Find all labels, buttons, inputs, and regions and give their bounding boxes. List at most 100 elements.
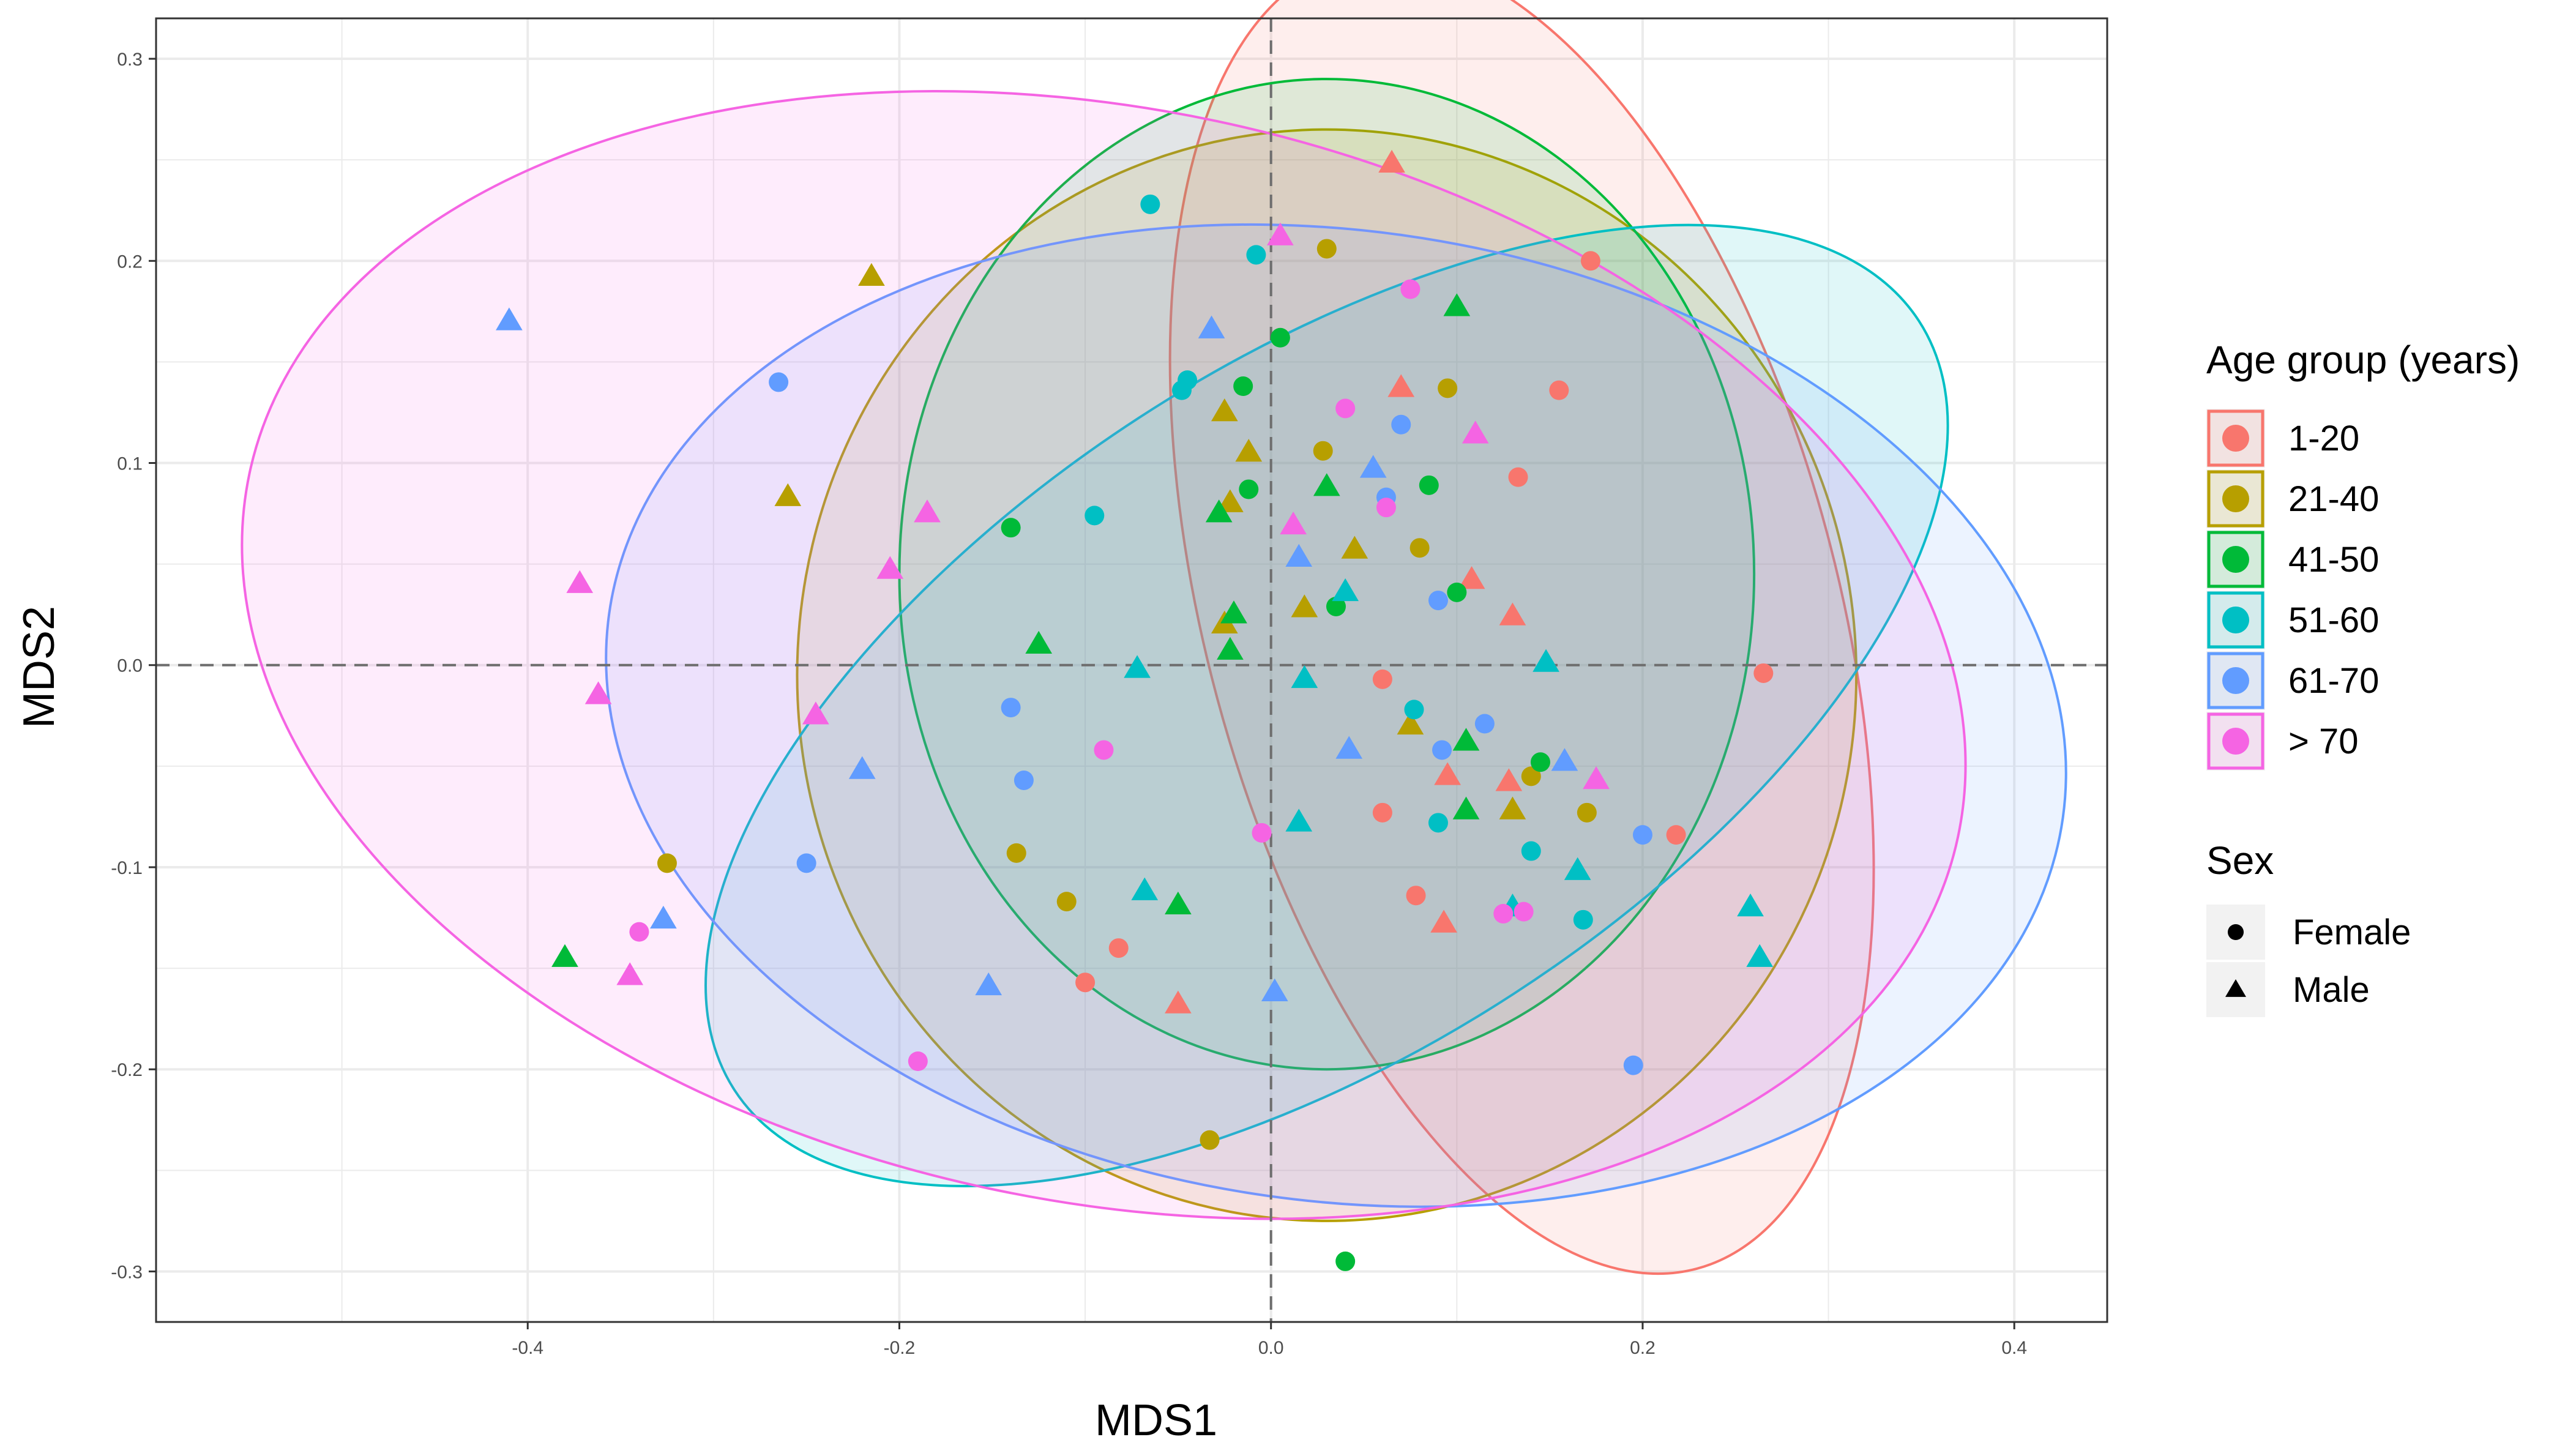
point-female-over-70: [1252, 823, 1272, 843]
legend-dot-61-70: [2222, 667, 2249, 694]
point-female-51-60: [1085, 506, 1105, 526]
point-male-1-20: [1387, 374, 1415, 397]
point-female-1-20: [1075, 973, 1096, 993]
point-male-51-60: [1291, 665, 1318, 689]
point-male-41-50: [1452, 796, 1480, 819]
legend-key-over-70: [2207, 712, 2264, 770]
point-male-51-60: [1131, 877, 1159, 900]
legend-sex-entries: Female Male: [2206, 905, 2411, 1017]
point-female-over-70: [1335, 398, 1356, 419]
point-female-over-70: [1514, 902, 1534, 922]
point-male-41-50: [1220, 600, 1247, 624]
x-axis-title: MDS1: [1095, 1396, 1217, 1445]
point-male-over-70: [616, 962, 644, 985]
y-axis-title: MDS2: [15, 606, 64, 728]
point-female-over-70: [908, 1051, 928, 1071]
point-male-over-70: [1462, 420, 1489, 444]
point-male-over-70: [566, 570, 594, 593]
x-tick-label: 0.4: [2001, 1338, 2027, 1358]
point-male-1-20: [1458, 566, 1485, 589]
legend-label-51-60: 51-60: [2288, 600, 2379, 640]
point-male-61-70: [975, 972, 1002, 996]
point-female-51-60: [1521, 841, 1541, 861]
point-male-51-60: [1332, 578, 1359, 602]
point-male-1-20: [1378, 149, 1405, 173]
point-male-61-70: [1198, 315, 1225, 338]
legend-dot-21-40: [2222, 485, 2249, 512]
point-female-61-70: [1428, 591, 1448, 611]
point-female-21-40: [1316, 239, 1337, 259]
ellipse-61-70: [605, 223, 2067, 1208]
confidence-ellipses: [241, 0, 2067, 1275]
legend-shape-triangle: [2225, 979, 2246, 997]
point-male-41-50: [1165, 891, 1192, 914]
point-male-21-40: [774, 483, 802, 506]
point-female-21-40: [1056, 892, 1077, 912]
point-female-1-20: [1372, 802, 1392, 823]
point-male-over-70: [584, 681, 612, 704]
point-male-51-60: [1746, 944, 1774, 967]
point-female-41-50: [1447, 582, 1467, 602]
point-female-61-70: [1632, 825, 1652, 845]
point-male-51-60: [1124, 655, 1151, 678]
point-male-61-70: [1359, 455, 1387, 478]
ellipse-51-60: [704, 223, 1949, 1187]
point-female-51-60: [1428, 813, 1448, 833]
axis-titles: MDS1 MDS2: [15, 606, 1217, 1445]
point-female-1-20: [1753, 663, 1774, 683]
y-tick-label: 0.0: [117, 656, 143, 676]
legend-label-21-40: 21-40: [2288, 479, 2379, 519]
point-male-41-50: [1313, 473, 1340, 496]
point-male-21-40: [1499, 796, 1526, 819]
point-male-21-40: [1341, 536, 1368, 559]
legend-label-female: Female: [2293, 913, 2411, 952]
point-male-21-40: [1397, 711, 1424, 735]
point-female-61-70: [1014, 770, 1034, 790]
point-male-41-50: [1205, 499, 1233, 523]
legend-dot-1-20: [2222, 425, 2249, 452]
point-male-61-70: [650, 905, 677, 929]
point-female-51-60: [1573, 909, 1593, 930]
point-female-21-40: [1521, 766, 1541, 786]
point-female-over-70: [1493, 903, 1514, 924]
point-female-51-60: [1246, 245, 1266, 265]
point-female-over-70: [1094, 740, 1114, 760]
axis-ticks: -0.4 -0.2 0.0 0.2 0.4 -0.3 -0.2 -0.1 0.0 0.1 0.2 0.…: [111, 50, 2027, 1358]
y-tick-label: -0.2: [111, 1060, 143, 1080]
point-male-over-70: [802, 701, 829, 725]
point-male-51-60: [1737, 894, 1764, 917]
point-female-21-40: [657, 853, 677, 873]
legend-dot-51-60: [2222, 607, 2249, 633]
y-tick-label: -0.3: [111, 1262, 143, 1282]
point-female-61-70: [1001, 698, 1021, 718]
ellipse-21-40: [796, 128, 1858, 1222]
point-male-1-20: [1499, 602, 1526, 625]
point-male-41-50: [1025, 630, 1053, 654]
point-female-41-50: [1530, 752, 1550, 772]
legend: Age group (years) Sex 1-20 21-40 41-50 51-6…: [2206, 338, 2520, 1017]
point-male-61-70: [1285, 543, 1313, 567]
point-female-1-20: [1549, 380, 1569, 400]
point-male-21-40: [1235, 439, 1263, 462]
legend-dot-41-50: [2222, 546, 2249, 573]
point-female-61-70: [1474, 714, 1495, 734]
point-female-21-40: [1438, 378, 1458, 398]
point-female-over-70: [629, 922, 649, 942]
point-female-61-70: [796, 853, 816, 873]
ellipse-over-70: [241, 90, 1967, 1220]
panel-border: [155, 17, 2108, 1323]
point-male-41-50: [551, 944, 578, 967]
point-female-41-50: [1270, 327, 1290, 348]
point-female-41-50: [1233, 376, 1253, 397]
legend-label-61-70: 61-70: [2288, 661, 2379, 701]
point-female-21-40: [1313, 441, 1333, 461]
point-male-over-70: [914, 499, 941, 523]
point-male-61-70: [1261, 978, 1288, 1001]
y-tick-label: 0.2: [117, 252, 143, 272]
y-tick-label: 0.3: [117, 50, 143, 70]
legend-label-over-70: > 70: [2288, 722, 2359, 761]
point-male-21-40: [858, 263, 885, 286]
legend-age-title: Age group (years): [2206, 338, 2520, 382]
point-female-21-40: [1409, 538, 1430, 558]
